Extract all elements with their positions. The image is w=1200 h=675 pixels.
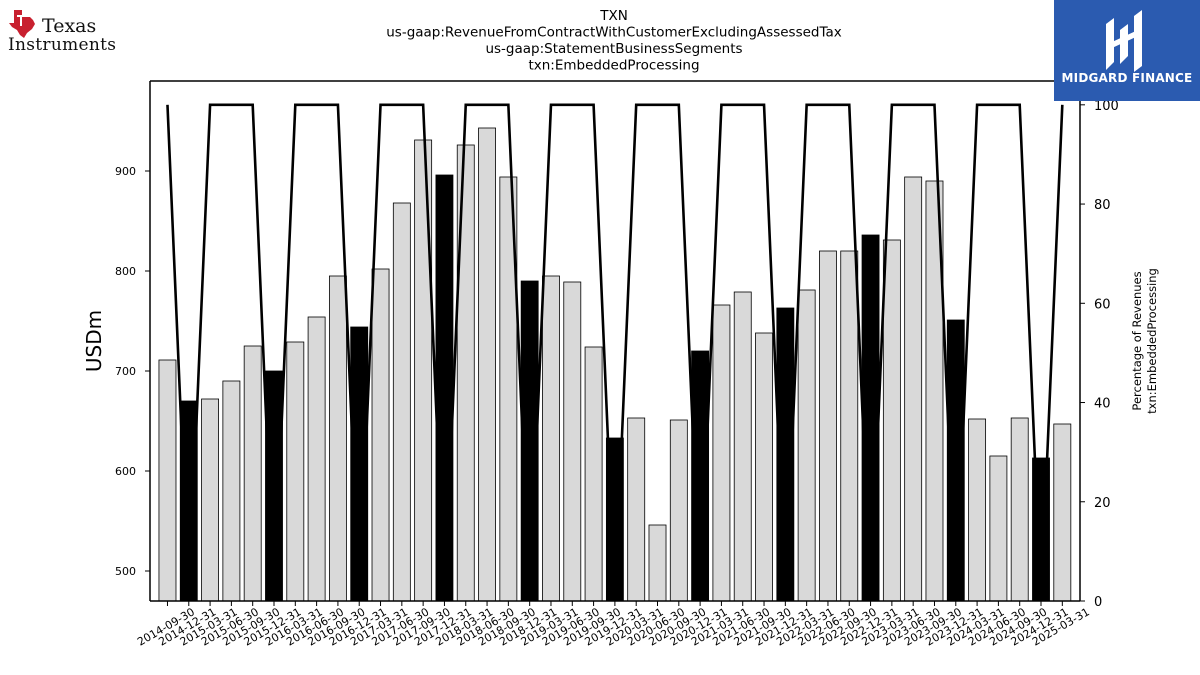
bar-2020-03-31 [627,417,646,602]
bar-2021-09-30 [755,332,773,602]
bar-2022-09-30 [840,250,859,602]
bar-2022-12-31 [861,234,880,602]
y-axis-right: 0 20 40 60 80 100 Percentage of Revenues txn:Em… [1080,99,1159,610]
midgard-finance-watermark: MIDGARD FINANCE [1054,0,1200,101]
chart-title-line-4: txn:EmbeddedProcessing [528,58,699,74]
bar-2018-06-30 [478,127,496,602]
bar-2023-06-30 [904,176,923,602]
bar-2019-09-30 [584,346,603,602]
bar-2020-09-30 [669,419,688,602]
bar-2018-03-31 [456,144,475,602]
y-tick-label-600: 600 [115,465,136,478]
y2-axis-label-line-1: Percentage of Revenues [1130,271,1144,410]
bar-2024-09-30 [1010,417,1029,602]
bar-2023-03-31 [882,239,901,602]
y2-axis-label-line-2: txn:EmbeddedProcessing [1145,268,1159,414]
bar-2014-09-30 [158,359,177,602]
y2-tick-label-100: 100 [1094,99,1119,114]
y2-tick-label-80: 80 [1094,198,1111,213]
bar-2021-06-30 [733,291,752,602]
y2-tick-label-40: 40 [1094,397,1111,412]
logo-line1: Texas [42,15,96,37]
chart-title-line-3: us-gaap:StatementBusinessSegments [485,41,742,57]
logo-line2: Instruments [8,35,116,52]
bar-2024-06-30 [989,455,1008,602]
y-axis-label: USDm [82,310,106,372]
bar-2025-03-31 [1053,423,1072,602]
bar-2015-06-30 [222,380,241,602]
midgard-logo-icon [1106,10,1142,72]
bar-2024-03-31 [968,418,987,602]
bar-2017-12-31 [435,174,454,602]
bar-2017-06-30 [392,202,411,602]
bar-2015-09-30 [243,345,262,602]
chart-title-line-2: us-gaap:RevenueFromContractWithCustomerE… [386,25,842,41]
y-tick-label-800: 800 [115,265,136,278]
bar-2015-03-31 [201,398,219,602]
bar-2017-09-30 [414,139,433,602]
y-tick-label-700: 700 [115,365,136,378]
x-axis: 2014-09-302014-12-312015-03-312015-06-30… [135,601,1092,649]
bar-2020-06-30 [648,524,667,602]
chart-title: TXNus-gaap:RevenueFromContractWithCustom… [386,8,842,74]
bar-2022-03-31 [797,289,816,602]
texas-instruments-logo: Texas Instruments [8,8,138,55]
bar-2019-03-31 [542,275,560,602]
y2-tick-label-60: 60 [1094,297,1111,312]
y-tick-label-900: 900 [115,165,136,178]
bar-series [158,127,1072,602]
bar-2016-06-30 [307,316,326,602]
bar-2022-06-30 [819,250,837,602]
y-tick-label-500: 500 [115,565,136,578]
bar-2016-09-30 [328,275,347,602]
chart-title-line-1: TXN [599,8,628,24]
y2-tick-label-20: 20 [1094,496,1111,511]
texas-state-icon [9,10,35,38]
bar-2017-03-31 [371,268,390,602]
bar-2019-06-30 [563,281,582,602]
bar-2021-03-31 [712,304,731,602]
y-axis-left: 500 600 700 800 900 USDm [82,165,150,578]
y2-tick-label-0: 0 [1094,595,1102,610]
bar-2016-03-31 [286,341,305,602]
watermark-text: MIDGARD FINANCE [1061,71,1193,85]
